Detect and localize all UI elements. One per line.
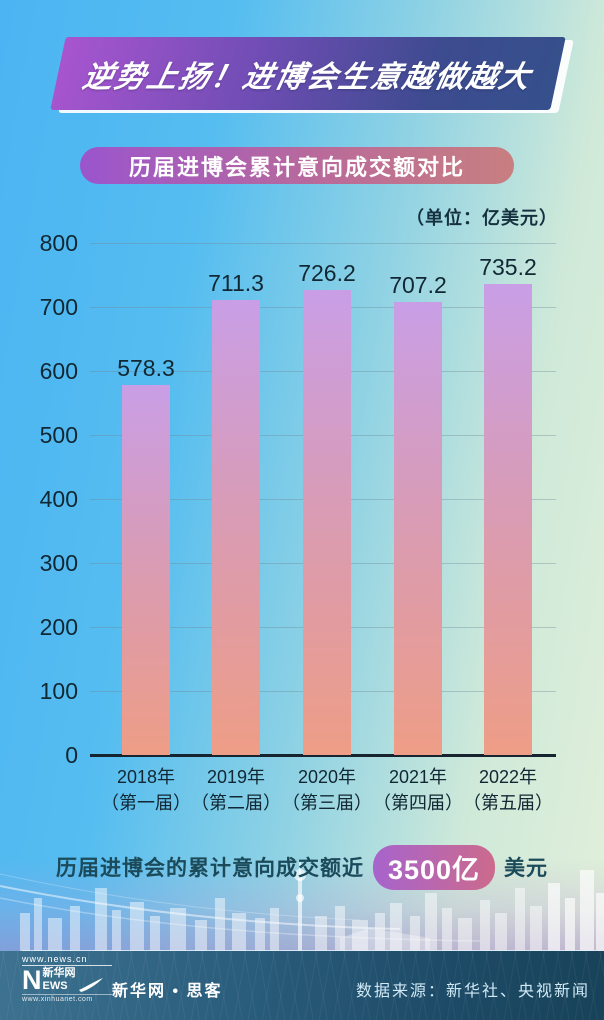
y-tick-label: 0 [65,742,78,768]
bar [212,299,260,755]
x-axis-line [90,754,556,757]
y-tick-label: 100 [39,678,78,704]
logo-url-top: www.news.cn [22,954,112,966]
y-tick-label: 700 [39,294,78,320]
brand-text: 新华网 • 思客 [112,983,223,1000]
statement-highlight-pill: 3500亿 [372,844,496,890]
skyline-graphic [0,860,604,951]
footer-separator-line [22,950,596,951]
xinhuanet-logo: www.news.cn N 新华网 EWS www.xinhuanet.com [22,954,112,1003]
chart-subtitle-pill: 历届进博会累计意向成交额对比 [80,147,514,184]
y-tick-label: 500 [39,422,78,448]
x-axis-label: 2021年 （第四届） [373,767,463,813]
x-axis-label: 2019年 （第二届） [191,767,281,813]
logo-cn-text: 新华网 [42,967,76,979]
bar-value-label: 707.2 [389,272,447,299]
bar [484,284,532,755]
statement-suffix: 美元 [504,857,549,880]
x-axis-label: 2022年 （第五届） [463,767,553,813]
unit-label: （单位：亿美元） [406,208,558,228]
y-tick-label: 800 [39,230,78,256]
city-skyline [0,858,604,951]
x-axis-label: 2018年 （第一届） [101,767,191,813]
bar [394,302,442,755]
footer: www.news.cn N 新华网 EWS www.xinhuanet.com … [0,951,604,1020]
y-tick-label: 600 [39,358,78,384]
bar-value-label: 726.2 [298,260,356,287]
logo-letter-n: N [22,965,42,995]
y-tick-label: 200 [39,614,78,640]
chart-subtitle: 历届进博会累计意向成交额对比 [128,154,465,180]
bar-value-label: 578.3 [117,354,175,381]
logo-url-bottom: www.xinhuanet.com [22,994,112,1003]
y-tick-label: 300 [39,550,78,576]
bar-value-label: 735.2 [479,254,537,281]
bar-value-label: 711.3 [208,269,264,296]
logo-swoosh-icon [78,978,103,992]
data-source-text: 数据来源：新华社、央视新闻 [355,983,590,1000]
summary-statement: 历届进博会的累计意向成交额近 3500亿 美元 [0,844,604,890]
grid-line [90,243,556,244]
bar [122,384,170,755]
bar [303,290,351,755]
logo-ews-text: EWS [42,980,68,992]
statement-prefix: 历届进博会的累计意向成交额近 [55,857,364,880]
y-tick-label: 400 [39,486,78,512]
x-axis-label: 2020年 （第三届） [282,767,372,813]
